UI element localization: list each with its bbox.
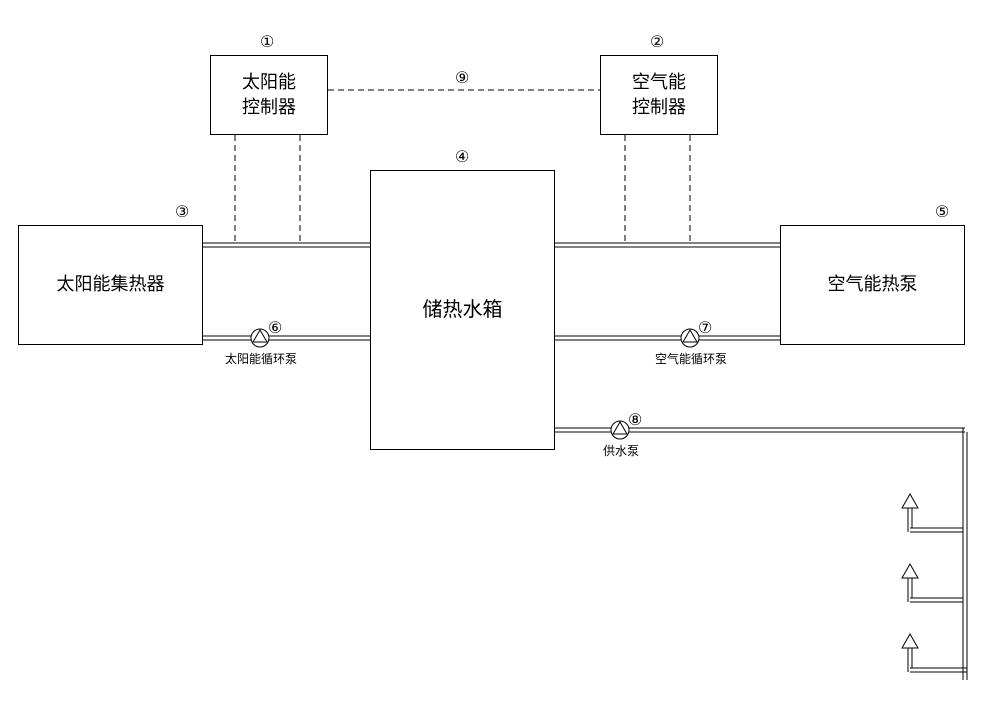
box-label: 空气能控制器: [632, 70, 686, 120]
box-air-pump: 空气能热泵: [780, 225, 965, 345]
num-solar-circ-pump: ⑥: [268, 318, 282, 338]
box-label: 太阳能控制器: [242, 70, 296, 120]
num-tank: ④: [455, 147, 469, 167]
box-tank: 储热水箱: [370, 170, 555, 450]
box-solar-collector: 太阳能集热器: [18, 225, 203, 345]
box-air-controller: 空气能控制器: [600, 55, 718, 135]
label-solar-circ-pump: 太阳能循环泵: [225, 350, 297, 367]
label-air-circ-pump: 空气能循环泵: [655, 350, 727, 367]
num-solar-controller: ①: [260, 32, 274, 52]
num-link: ⑨: [455, 68, 469, 88]
label-supply-pump: 供水泵: [603, 442, 639, 459]
num-air-circ-pump: ⑦: [698, 318, 712, 338]
num-solar-collector: ③: [175, 202, 189, 222]
box-solar-controller: 太阳能控制器: [210, 55, 328, 135]
diagram-canvas: 太阳能控制器 ① 空气能控制器 ② 太阳能集热器 ③ 储热水箱 ④ 空气能热泵 …: [0, 0, 1000, 712]
box-label: 储热水箱: [423, 296, 503, 324]
num-supply-pump: ⑧: [628, 410, 642, 430]
box-label: 空气能热泵: [828, 272, 918, 297]
num-air-pump: ⑤: [935, 202, 949, 222]
num-air-controller: ②: [650, 32, 664, 52]
box-label: 太阳能集热器: [57, 272, 165, 297]
